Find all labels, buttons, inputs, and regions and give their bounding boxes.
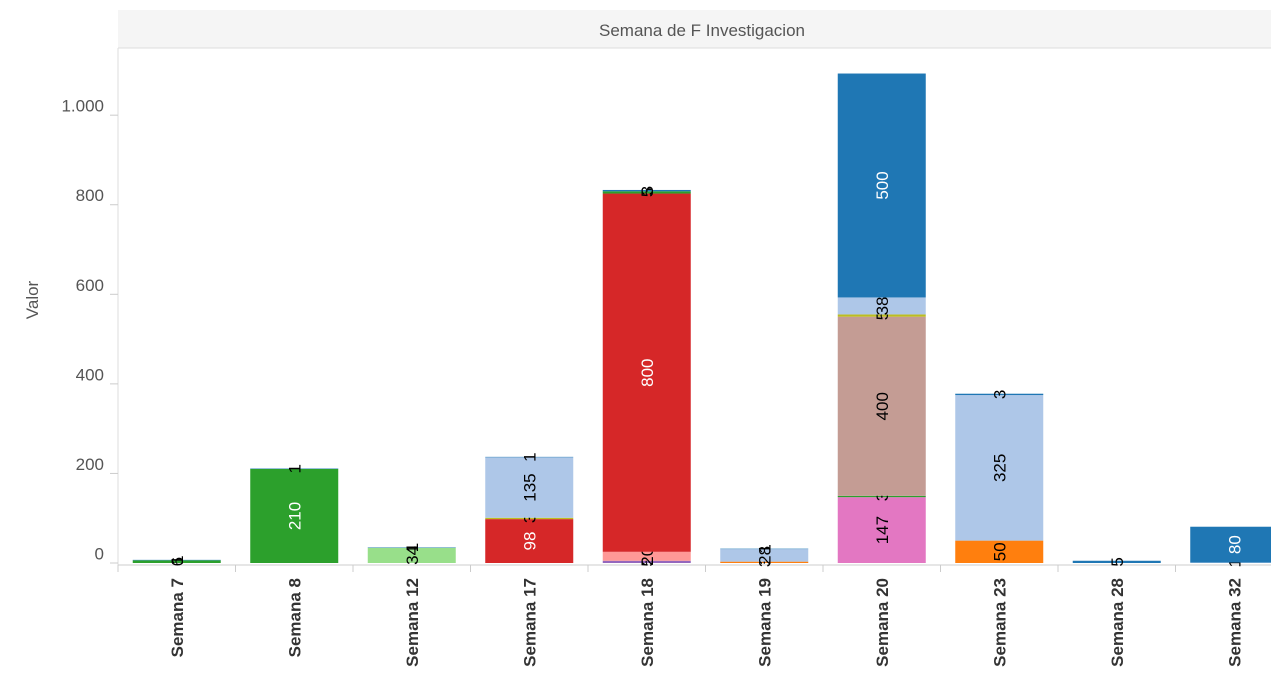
data-label: 50 xyxy=(990,542,1009,561)
bar-segment xyxy=(602,193,691,552)
y-tick-label: 600 xyxy=(76,276,104,295)
data-label: 5 xyxy=(1108,557,1127,566)
bar-segment xyxy=(837,316,926,496)
x-tick-label: Semana 12 xyxy=(403,578,422,667)
bar-segment xyxy=(837,73,926,298)
data-label: 500 xyxy=(873,171,892,199)
data-label: 1 xyxy=(1225,558,1244,567)
bar-segment xyxy=(837,497,926,563)
data-label: 147 xyxy=(873,516,892,544)
data-label: 3 xyxy=(638,186,657,195)
bar-segment xyxy=(132,560,221,563)
data-label: 28 xyxy=(755,546,774,565)
data-label: 800 xyxy=(638,358,657,386)
data-label: 1 xyxy=(285,464,304,473)
bar-segment xyxy=(367,547,456,563)
bar-segment xyxy=(602,560,691,563)
data-label: 3 xyxy=(520,514,539,523)
bar-segment xyxy=(1190,526,1271,563)
y-tick-label: 1.000 xyxy=(61,97,104,116)
bar-segment xyxy=(602,191,691,194)
data-label: 98 xyxy=(520,532,539,551)
bar-segment xyxy=(250,468,339,563)
bar-segment xyxy=(837,495,926,498)
x-tick-label: Semana 8 xyxy=(285,578,304,657)
data-label: 1 xyxy=(168,555,187,564)
bar-segment xyxy=(955,393,1044,396)
y-tick-label: 800 xyxy=(76,186,104,205)
chart-title: Semana de F Investigacion xyxy=(599,21,805,40)
data-label: 6 xyxy=(168,557,187,566)
bar-segment xyxy=(1072,560,1161,563)
data-label: 80 xyxy=(1225,535,1244,554)
data-label: 135 xyxy=(520,473,539,501)
data-label: 3 xyxy=(755,558,774,567)
bar-segment xyxy=(485,519,574,563)
bar-segment xyxy=(720,549,809,562)
bar-segment xyxy=(955,395,1044,541)
bar-segment xyxy=(720,561,809,563)
data-label: 3 xyxy=(990,390,1009,399)
x-tick-label: Semana 28 xyxy=(1108,578,1127,667)
x-tick-label: Semana 7 xyxy=(168,578,187,657)
x-tick-label: Semana 23 xyxy=(990,578,1009,667)
data-label: 1 xyxy=(403,543,422,552)
data-label: 5 xyxy=(638,188,657,197)
data-label: 210 xyxy=(285,502,304,530)
title-band xyxy=(118,10,1271,48)
bar-segment xyxy=(837,314,926,317)
data-label: 5 xyxy=(873,311,892,320)
data-label: 325 xyxy=(990,454,1009,482)
y-tick-label: 400 xyxy=(76,365,104,384)
y-tick-label: 200 xyxy=(76,455,104,474)
x-tick-label: Semana 32 xyxy=(1225,578,1244,667)
data-label: 1 xyxy=(520,452,539,461)
x-tick-label: Semana 20 xyxy=(873,578,892,667)
y-axis-label: Valor xyxy=(23,280,42,319)
bar-segment xyxy=(485,517,574,520)
x-tick-label: Semana 17 xyxy=(520,578,539,667)
bar-segment xyxy=(485,457,574,518)
bar-segment xyxy=(837,297,926,315)
data-label: 1 xyxy=(755,544,774,553)
data-label: 3 xyxy=(873,492,892,501)
y-tick-label: 0 xyxy=(95,544,104,563)
data-label: 400 xyxy=(873,392,892,420)
bar-segment xyxy=(602,189,691,192)
data-label: 34 xyxy=(403,546,422,565)
bar-segment xyxy=(602,551,691,561)
data-label: 38 xyxy=(873,296,892,315)
bar-segment xyxy=(955,540,1044,563)
x-tick-label: Semana 19 xyxy=(755,578,774,667)
data-label: 5 xyxy=(638,557,657,566)
x-tick-label: Semana 18 xyxy=(638,578,657,667)
